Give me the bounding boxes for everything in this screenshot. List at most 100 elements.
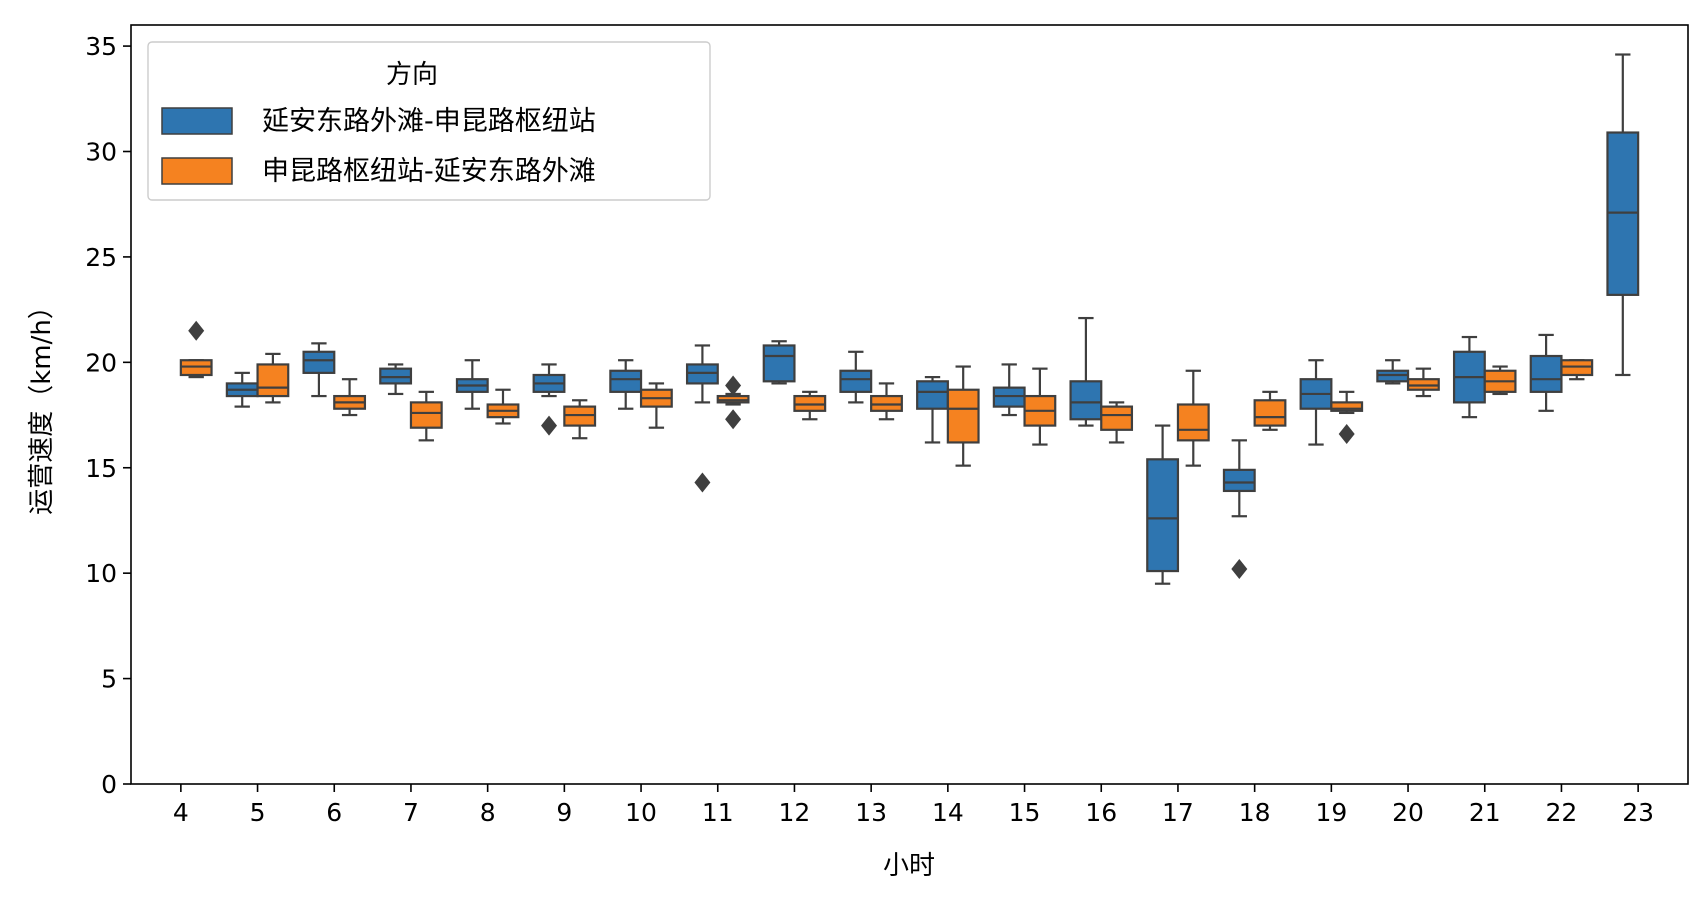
legend-swatch-series-1 xyxy=(161,107,233,135)
box-2-hour-13 xyxy=(870,382,903,421)
box-body xyxy=(302,350,336,374)
box-2-hour-17 xyxy=(1176,369,1210,467)
box-body xyxy=(946,388,980,444)
box-2-hour-20 xyxy=(1406,367,1440,398)
x-tick-label: 4 xyxy=(173,798,189,827)
box-1-hour-14 xyxy=(916,375,949,444)
box-1-hour-6 xyxy=(302,342,336,398)
outlier-point xyxy=(725,409,742,430)
box-2-hour-4 xyxy=(179,320,213,379)
box-1-hour-18 xyxy=(1222,439,1256,579)
outlier-point xyxy=(1338,424,1355,445)
box-body xyxy=(1176,403,1210,442)
box-1-hour-12 xyxy=(762,340,796,385)
y-tick-label: 15 xyxy=(85,454,117,483)
x-tick-label: 17 xyxy=(1162,798,1194,827)
y-tick-label: 35 xyxy=(85,32,117,61)
box-body xyxy=(409,401,443,429)
x-tick-label: 10 xyxy=(625,798,657,827)
box-2-hour-22 xyxy=(1560,359,1594,381)
box-1-hour-11 xyxy=(685,344,719,493)
box-2-hour-5 xyxy=(256,352,290,404)
box-1-hour-10 xyxy=(609,359,643,410)
box-body xyxy=(839,369,873,393)
x-tick-label: 13 xyxy=(855,798,887,827)
box-1-hour-21 xyxy=(1452,335,1486,419)
box-1-hour-9 xyxy=(532,363,566,436)
x-tick-label: 11 xyxy=(702,798,734,827)
legend-label-series-1: 延安东路外滩-申昆路枢纽站 xyxy=(262,106,596,137)
boxes-layer xyxy=(179,53,1640,585)
outlier-point xyxy=(1231,558,1248,579)
box-1-hour-23 xyxy=(1606,53,1640,377)
x-tick-label: 12 xyxy=(779,798,811,827)
box-2-hour-10 xyxy=(639,382,673,429)
box-1-hour-7 xyxy=(379,363,413,396)
box-body xyxy=(609,369,643,393)
box-1-hour-16 xyxy=(1069,316,1103,427)
outlier-point xyxy=(541,415,558,436)
box-2-hour-19 xyxy=(1330,390,1364,445)
x-tick-label: 9 xyxy=(556,798,572,827)
box-body xyxy=(256,363,290,398)
box-body xyxy=(1146,458,1180,573)
y-tick-label: 10 xyxy=(85,559,117,588)
box-1-hour-20 xyxy=(1376,359,1410,385)
x-tick-label: 6 xyxy=(326,798,342,827)
box-2-hour-12 xyxy=(793,390,827,421)
box-2-hour-11 xyxy=(716,375,750,430)
box-2-hour-21 xyxy=(1483,365,1517,396)
box-2-hour-7 xyxy=(409,390,443,442)
x-tick-label: 23 xyxy=(1622,798,1654,827)
box-2-hour-6 xyxy=(333,378,367,417)
box-2-hour-16 xyxy=(1100,401,1134,444)
legend-swatch-series-2 xyxy=(161,157,233,185)
legend: 方向 延安东路外滩-申昆路枢纽站 申昆路枢纽站-延安东路外滩 xyxy=(147,41,711,201)
y-tick-label: 5 xyxy=(101,665,117,694)
box-body xyxy=(916,380,949,410)
box-body xyxy=(762,344,796,383)
outlier-point xyxy=(694,472,711,493)
axes-layer: 0 5 10 15 20 25 30 35 4 5 6 7 8 9 10 11 12 13 14 15 16 17 18 19… xyxy=(85,32,1654,827)
x-tick-label: 8 xyxy=(480,798,496,827)
y-tick-label: 25 xyxy=(85,243,117,272)
box-2-hour-15 xyxy=(1023,367,1057,446)
plot-frame xyxy=(130,24,1689,785)
outlier-point xyxy=(725,375,742,396)
box-body xyxy=(1330,401,1364,412)
y-axis-label: 运营速度（km/h） xyxy=(27,293,57,515)
box-body xyxy=(1253,399,1287,427)
x-tick-label: 16 xyxy=(1085,798,1117,827)
y-tick-label: 30 xyxy=(85,138,117,167)
y-tick-label: 20 xyxy=(85,348,117,377)
x-tick-label: 18 xyxy=(1239,798,1271,827)
box-1-hour-8 xyxy=(455,359,489,410)
legend-frame xyxy=(147,41,711,201)
box-2-hour-14 xyxy=(946,365,980,467)
x-axis-label: 小时 xyxy=(883,851,935,881)
outlier-point xyxy=(188,320,205,341)
y-tick-label: 0 xyxy=(101,770,117,799)
x-tick-label: 21 xyxy=(1469,798,1501,827)
box-1-hour-17 xyxy=(1146,424,1180,585)
box-1-hour-5 xyxy=(225,371,259,408)
box-body xyxy=(1529,354,1563,393)
legend-title: 方向 xyxy=(386,60,438,90)
box-1-hour-13 xyxy=(839,350,873,404)
x-tick-label: 20 xyxy=(1392,798,1424,827)
box-2-hour-9 xyxy=(563,399,597,440)
legend-label-series-2: 申昆路枢纽站-延安东路外滩 xyxy=(262,156,596,187)
x-tick-label: 5 xyxy=(250,798,266,827)
box-2-hour-8 xyxy=(486,388,520,425)
x-tick-label: 19 xyxy=(1315,798,1347,827)
x-tick-label: 15 xyxy=(1009,798,1041,827)
box-body xyxy=(1100,405,1134,431)
box-body xyxy=(1222,468,1256,493)
x-tick-label: 14 xyxy=(932,798,964,827)
x-tick-label: 22 xyxy=(1546,798,1578,827)
box-body xyxy=(1069,380,1103,421)
box-2-hour-18 xyxy=(1253,390,1287,431)
x-tick-label: 7 xyxy=(403,798,419,827)
